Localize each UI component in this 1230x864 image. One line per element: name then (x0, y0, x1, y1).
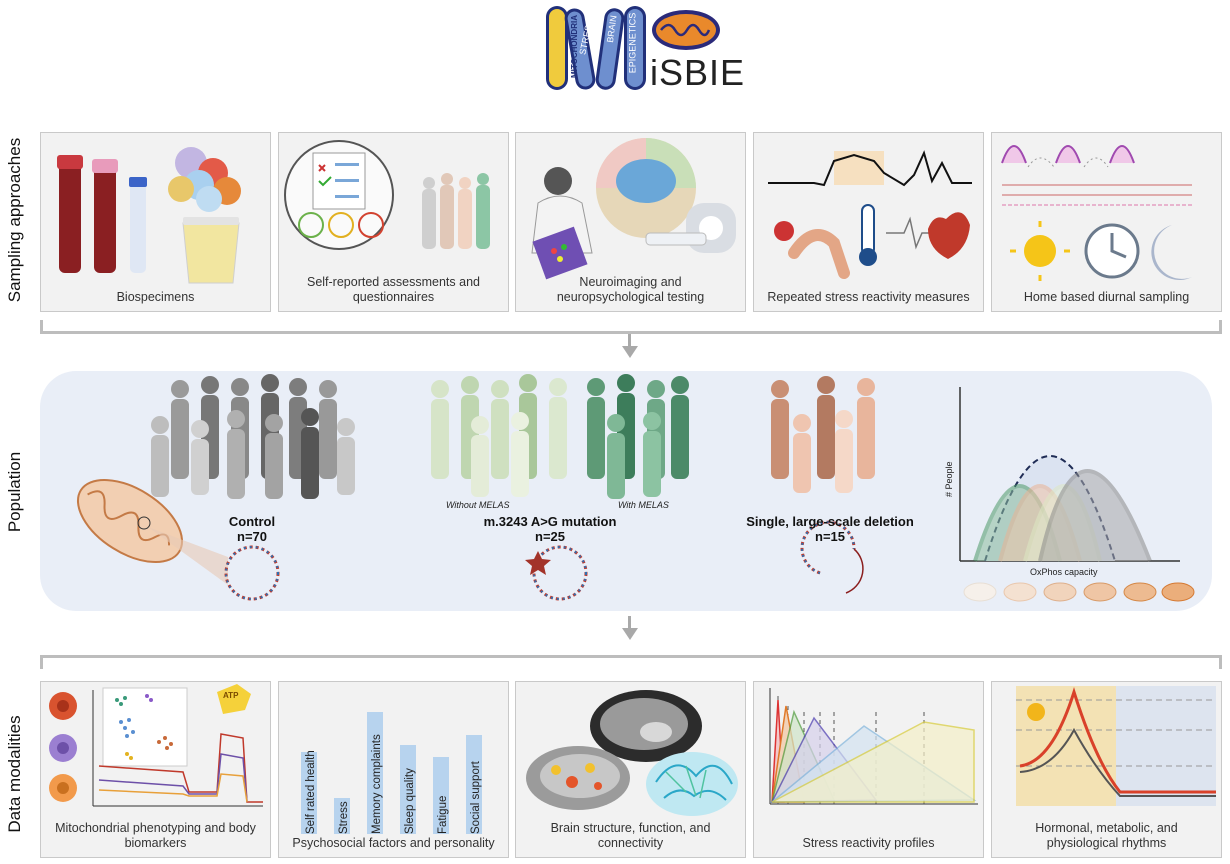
logo-graphic (546, 6, 720, 90)
psychosocial-bar-chart: Self rated health Stress Memory complaints… (301, 692, 501, 834)
brain-images (526, 690, 738, 816)
rhythms-chart (1016, 686, 1216, 806)
caption-stress-profiles: Stress reactivity profiles (802, 836, 935, 850)
caption-diurnal: Home based diurnal sampling (1023, 290, 1190, 304)
atp-label: ATP (223, 691, 239, 700)
psychosocial-bar-label: Fatigue (437, 795, 449, 834)
group-mutation-name: m.3243 A>G mutation (483, 514, 617, 529)
caption-psychosocial: Psychosocial factors and personality (292, 836, 495, 850)
phenotyping-chart (49, 684, 263, 807)
diurnal-icon (1001, 145, 1192, 281)
row-label-sampling: Sampling approaches (5, 137, 24, 303)
panel-mito-phenotyping: ATP Mitochondrial phenotyping and body b… (40, 681, 271, 858)
arrow-stem-1 (628, 334, 631, 346)
panel-self-report: Self-reported assessments and questionna… (278, 132, 509, 312)
row-label-data: Data modalities (5, 715, 24, 833)
panel-brain: Brain structure, function, and connectiv… (515, 681, 746, 858)
neuroimaging-icon (531, 138, 736, 280)
panel-diurnal: Home based diurnal sampling (991, 132, 1222, 312)
psychosocial-bar (301, 752, 317, 834)
caption-brain: Brain structure, function, and connectiv… (550, 821, 711, 850)
psychosocial-bar-label: Stress (338, 801, 350, 834)
psychosocial-bar-label: Self rated health (305, 750, 317, 834)
group-mutation-n: n=25 (535, 529, 565, 544)
psychosocial-bar-label: Memory complaints (371, 734, 383, 834)
panel-rhythms: Hormonal, metabolic, and physiological r… (991, 681, 1222, 858)
psychosocial-bar (400, 745, 416, 834)
group-deletion-name: Single, large-scale deletion (746, 514, 914, 529)
row-label-population: Population (5, 451, 24, 533)
label-with-melas: With MELAS (618, 500, 669, 510)
psychosocial-bar (466, 735, 482, 834)
label-without-melas: Without MELAS (446, 500, 510, 510)
psychosocial-bar-label: Social support (470, 761, 482, 834)
panel-stress-profiles: Stress reactivity profiles (753, 681, 984, 858)
caption-stress-reactivity: Repeated stress reactivity measures (767, 290, 970, 304)
logo-word-mito: MITOCHONDRIA (569, 15, 579, 78)
biospecimens-icon (57, 147, 241, 284)
psychosocial-bar (433, 757, 449, 834)
population-illustration (76, 374, 1195, 602)
arrow-stem-2 (628, 616, 631, 628)
logo-word-epigenetics: EPIGENETICS (627, 12, 638, 74)
bracket-sampling (40, 320, 1222, 334)
bracket-data (40, 655, 1222, 669)
caption-self-report: Self-reported assessments and questionna… (306, 275, 480, 304)
stress-profiles-chart (769, 688, 978, 805)
caption-biospecimens: Biospecimens (116, 290, 195, 304)
group-control-n: n=70 (237, 529, 267, 544)
arrow-down-1 (622, 346, 638, 358)
stress-trace-icon (768, 150, 972, 279)
caption-neuroimaging: Neuroimaging and neuropsychological test… (556, 275, 705, 304)
psychosocial-bar (367, 712, 383, 834)
caption-rhythms: Hormonal, metabolic, and physiological r… (1035, 821, 1178, 850)
panel-biospecimens: Biospecimens (40, 132, 271, 312)
caption-mito-phenotyping: Mitochondrial phenotyping and body bioma… (55, 821, 256, 850)
group-control-name: Control (228, 514, 276, 529)
group-deletion-n: n=15 (815, 529, 845, 544)
panel-stress-reactivity: Repeated stress reactivity measures (753, 132, 984, 312)
psychosocial-bar (334, 798, 350, 834)
arrow-down-2 (622, 628, 638, 640)
misbie-logo: MITOCHONDRIA STRESS BRAIN EPIGENETICS iS… (540, 2, 744, 94)
panel-psychosocial: Self rated health Stress Memory complaints… (278, 681, 509, 858)
psychosocial-bar-label: Sleep quality (404, 768, 416, 834)
questionnaire-icon (284, 140, 490, 250)
panel-neuroimaging: Neuroimaging and neuropsychological test… (515, 132, 746, 312)
dist-xlabel: OxPhos capacity (1030, 567, 1098, 577)
dist-ylabel: # People (944, 461, 954, 497)
logo-suffix: iSBIE (650, 52, 746, 93)
